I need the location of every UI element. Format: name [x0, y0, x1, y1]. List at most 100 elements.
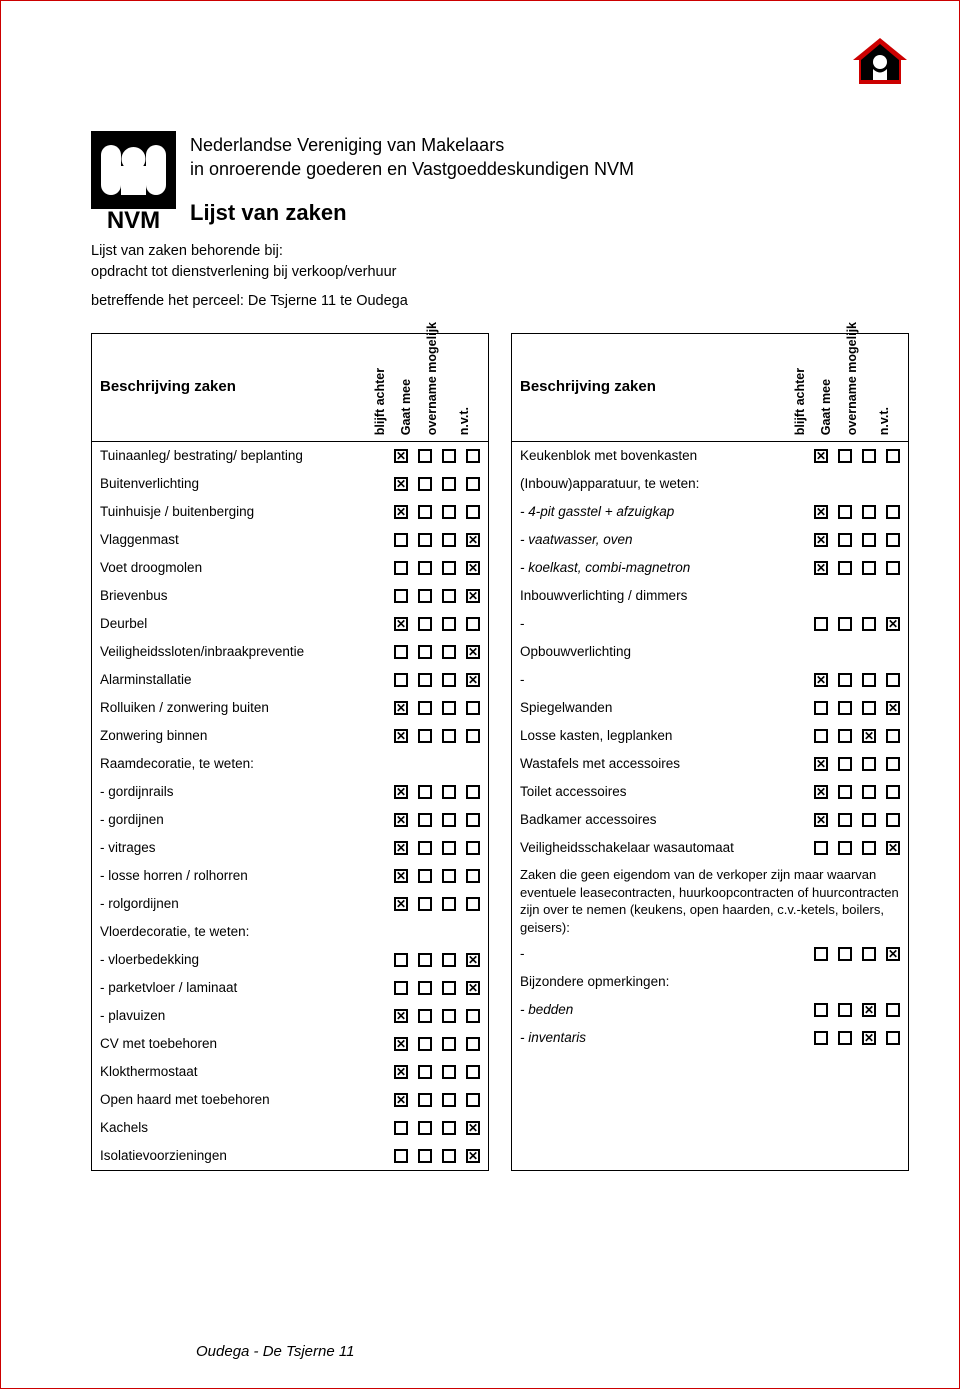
checkbox[interactable]: [418, 701, 432, 715]
checkbox[interactable]: [394, 1093, 408, 1107]
checkbox[interactable]: [862, 947, 876, 961]
checkbox[interactable]: [862, 813, 876, 827]
checkbox[interactable]: [418, 1149, 432, 1163]
checkbox[interactable]: [442, 701, 456, 715]
checkbox[interactable]: [442, 617, 456, 631]
checkbox[interactable]: [418, 953, 432, 967]
checkbox[interactable]: [466, 505, 480, 519]
checkbox[interactable]: [466, 589, 480, 603]
checkbox[interactable]: [466, 533, 480, 547]
checkbox[interactable]: [418, 561, 432, 575]
checkbox[interactable]: [442, 477, 456, 491]
checkbox[interactable]: [394, 897, 408, 911]
checkbox[interactable]: [394, 1037, 408, 1051]
checkbox[interactable]: [814, 813, 828, 827]
checkbox[interactable]: [886, 729, 900, 743]
checkbox[interactable]: [862, 561, 876, 575]
checkbox[interactable]: [466, 785, 480, 799]
checkbox[interactable]: [466, 897, 480, 911]
checkbox[interactable]: [466, 617, 480, 631]
checkbox[interactable]: [838, 1031, 852, 1045]
checkbox[interactable]: [814, 701, 828, 715]
checkbox[interactable]: [862, 729, 876, 743]
checkbox[interactable]: [886, 617, 900, 631]
checkbox[interactable]: [418, 813, 432, 827]
checkbox[interactable]: [394, 449, 408, 463]
checkbox[interactable]: [886, 841, 900, 855]
checkbox[interactable]: [466, 1037, 480, 1051]
checkbox[interactable]: [466, 1149, 480, 1163]
checkbox[interactable]: [394, 953, 408, 967]
checkbox[interactable]: [442, 869, 456, 883]
checkbox[interactable]: [814, 533, 828, 547]
checkbox[interactable]: [838, 947, 852, 961]
checkbox[interactable]: [418, 869, 432, 883]
checkbox[interactable]: [814, 785, 828, 799]
checkbox[interactable]: [862, 841, 876, 855]
checkbox[interactable]: [442, 533, 456, 547]
checkbox[interactable]: [466, 701, 480, 715]
checkbox[interactable]: [394, 785, 408, 799]
checkbox[interactable]: [394, 729, 408, 743]
checkbox[interactable]: [886, 1031, 900, 1045]
checkbox[interactable]: [466, 841, 480, 855]
checkbox[interactable]: [418, 589, 432, 603]
checkbox[interactable]: [394, 533, 408, 547]
checkbox[interactable]: [418, 981, 432, 995]
checkbox[interactable]: [862, 533, 876, 547]
checkbox[interactable]: [838, 785, 852, 799]
checkbox[interactable]: [394, 1009, 408, 1023]
checkbox[interactable]: [394, 673, 408, 687]
checkbox[interactable]: [886, 947, 900, 961]
checkbox[interactable]: [466, 813, 480, 827]
checkbox[interactable]: [418, 1037, 432, 1051]
checkbox[interactable]: [394, 701, 408, 715]
checkbox[interactable]: [418, 505, 432, 519]
checkbox[interactable]: [838, 701, 852, 715]
checkbox[interactable]: [838, 729, 852, 743]
checkbox[interactable]: [466, 953, 480, 967]
checkbox[interactable]: [838, 617, 852, 631]
checkbox[interactable]: [466, 1093, 480, 1107]
checkbox[interactable]: [418, 645, 432, 659]
checkbox[interactable]: [442, 981, 456, 995]
checkbox[interactable]: [838, 449, 852, 463]
checkbox[interactable]: [862, 673, 876, 687]
checkbox[interactable]: [394, 869, 408, 883]
checkbox[interactable]: [814, 729, 828, 743]
checkbox[interactable]: [418, 729, 432, 743]
checkbox[interactable]: [814, 673, 828, 687]
checkbox[interactable]: [394, 1121, 408, 1135]
checkbox[interactable]: [466, 449, 480, 463]
checkbox[interactable]: [418, 1009, 432, 1023]
checkbox[interactable]: [418, 477, 432, 491]
checkbox[interactable]: [442, 729, 456, 743]
checkbox[interactable]: [394, 813, 408, 827]
checkbox[interactable]: [466, 561, 480, 575]
checkbox[interactable]: [442, 673, 456, 687]
checkbox[interactable]: [442, 953, 456, 967]
checkbox[interactable]: [838, 533, 852, 547]
checkbox[interactable]: [814, 617, 828, 631]
checkbox[interactable]: [418, 449, 432, 463]
checkbox[interactable]: [838, 561, 852, 575]
checkbox[interactable]: [394, 841, 408, 855]
checkbox[interactable]: [418, 841, 432, 855]
checkbox[interactable]: [418, 1065, 432, 1079]
checkbox[interactable]: [838, 673, 852, 687]
checkbox[interactable]: [838, 757, 852, 771]
checkbox[interactable]: [862, 757, 876, 771]
checkbox[interactable]: [814, 757, 828, 771]
checkbox[interactable]: [418, 617, 432, 631]
checkbox[interactable]: [418, 1093, 432, 1107]
checkbox[interactable]: [838, 813, 852, 827]
checkbox[interactable]: [418, 673, 432, 687]
checkbox[interactable]: [886, 533, 900, 547]
checkbox[interactable]: [394, 589, 408, 603]
checkbox[interactable]: [442, 1065, 456, 1079]
checkbox[interactable]: [442, 645, 456, 659]
checkbox[interactable]: [838, 1003, 852, 1017]
checkbox[interactable]: [466, 981, 480, 995]
checkbox[interactable]: [466, 645, 480, 659]
checkbox[interactable]: [838, 505, 852, 519]
